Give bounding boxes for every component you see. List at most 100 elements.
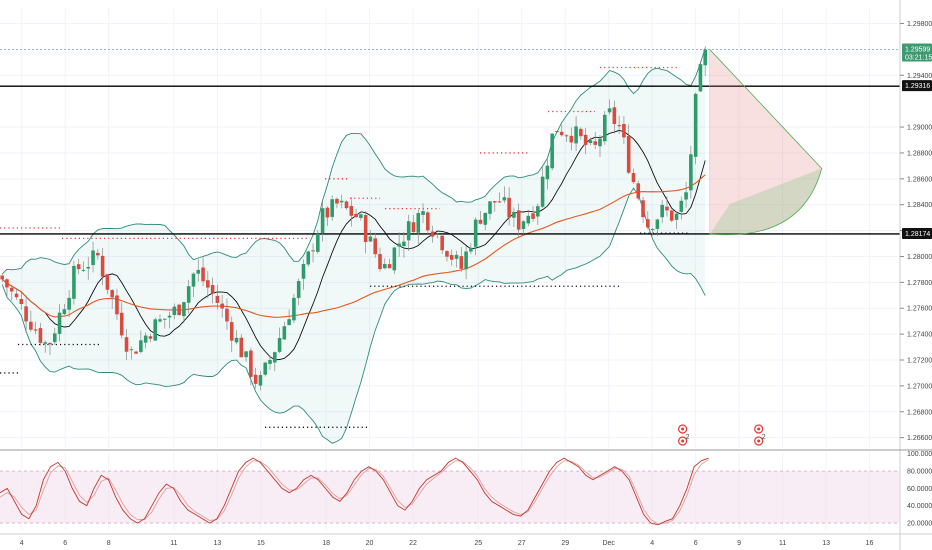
candle xyxy=(641,197,645,223)
candle xyxy=(57,303,62,342)
candle xyxy=(24,295,28,333)
candle xyxy=(244,350,248,362)
candle xyxy=(225,298,229,330)
candle xyxy=(115,288,119,320)
candle xyxy=(660,200,664,224)
date-tick-label: 4 xyxy=(20,540,24,547)
candle xyxy=(593,132,598,149)
candle xyxy=(239,334,244,358)
candle xyxy=(330,195,334,221)
candle xyxy=(29,310,33,332)
economic-event-icon[interactable]: 2 xyxy=(678,424,690,446)
candle xyxy=(693,92,698,165)
candle xyxy=(382,258,387,270)
candle xyxy=(536,203,540,225)
candle xyxy=(62,303,67,316)
current-price-badge-label: 1.29599 xyxy=(905,47,930,54)
candle xyxy=(263,361,268,377)
candle xyxy=(48,342,52,355)
candle xyxy=(368,230,373,243)
date-tick-label: 9 xyxy=(737,540,741,547)
candle xyxy=(186,279,191,314)
candle xyxy=(110,289,114,309)
candle xyxy=(507,187,511,226)
candle xyxy=(52,327,57,345)
grid xyxy=(0,8,900,530)
candle xyxy=(215,284,220,310)
moving-averages xyxy=(1,129,706,361)
candle xyxy=(320,199,325,242)
oscillator-band xyxy=(0,471,900,524)
price-tick-label: 1.28400 xyxy=(907,202,932,209)
candle xyxy=(172,303,177,320)
candle xyxy=(72,260,76,305)
candle xyxy=(96,249,100,260)
date-tick-label: 6 xyxy=(694,540,698,547)
candle xyxy=(469,242,473,255)
price-tick-label: 1.27000 xyxy=(907,383,932,390)
candle xyxy=(359,211,363,221)
candle xyxy=(650,227,655,237)
candle xyxy=(339,194,344,209)
candle xyxy=(105,274,110,294)
candle xyxy=(406,214,411,251)
candle xyxy=(617,115,621,135)
candle xyxy=(292,293,296,324)
date-tick-label: 13 xyxy=(213,540,221,547)
candle xyxy=(492,200,497,212)
date-tick-label: 25 xyxy=(474,540,482,547)
economic-event-icon[interactable]: 2 xyxy=(754,424,766,446)
candle xyxy=(335,197,339,209)
candle xyxy=(488,201,492,220)
candle xyxy=(636,180,641,201)
candle xyxy=(287,309,291,326)
candle xyxy=(143,332,148,349)
candle xyxy=(454,250,459,268)
candle xyxy=(19,292,24,310)
candle xyxy=(598,134,602,157)
candle xyxy=(234,330,239,345)
candle xyxy=(646,211,650,230)
candle xyxy=(478,211,483,225)
date-tick-label: 11 xyxy=(779,540,786,547)
bollinger-upper xyxy=(1,48,706,275)
candle xyxy=(483,212,488,231)
candle xyxy=(325,206,330,226)
candle xyxy=(86,256,91,280)
price-tick-label: 1.26600 xyxy=(907,435,932,442)
candle xyxy=(301,259,306,290)
oscillator-tick-label: 40.00000 xyxy=(907,503,932,510)
date-tick-label: 13 xyxy=(822,540,830,547)
candle xyxy=(583,128,588,155)
price-tick-label: 1.29400 xyxy=(907,73,932,80)
date-tick-label: 27 xyxy=(518,540,526,547)
candle xyxy=(440,234,444,255)
current-price-badge-countdown: 03:21:15 xyxy=(905,55,932,62)
candle xyxy=(249,347,253,386)
bollinger-lower xyxy=(1,187,706,444)
candle xyxy=(550,133,554,171)
event-count: 2 xyxy=(686,434,690,441)
support-badge: 1.28174 xyxy=(902,227,932,239)
candle xyxy=(253,367,258,389)
candle xyxy=(622,115,626,145)
candle xyxy=(38,322,43,346)
candle xyxy=(296,278,301,306)
price-tick-label: 1.27200 xyxy=(907,358,932,365)
ma-fast xyxy=(1,129,706,361)
oscillator-tick-label: 20.00000 xyxy=(907,521,932,528)
candle xyxy=(569,127,574,151)
candle xyxy=(684,181,688,208)
candle xyxy=(531,206,535,222)
projection-fan xyxy=(709,49,823,236)
candle xyxy=(177,303,181,316)
candle xyxy=(689,145,693,199)
price-tick-label: 1.28000 xyxy=(907,254,932,261)
candle xyxy=(703,46,708,76)
candle xyxy=(669,209,674,223)
candle xyxy=(354,208,358,219)
date-tick-label: 11 xyxy=(170,540,177,547)
support-badge-label: 1.28174 xyxy=(905,231,930,238)
